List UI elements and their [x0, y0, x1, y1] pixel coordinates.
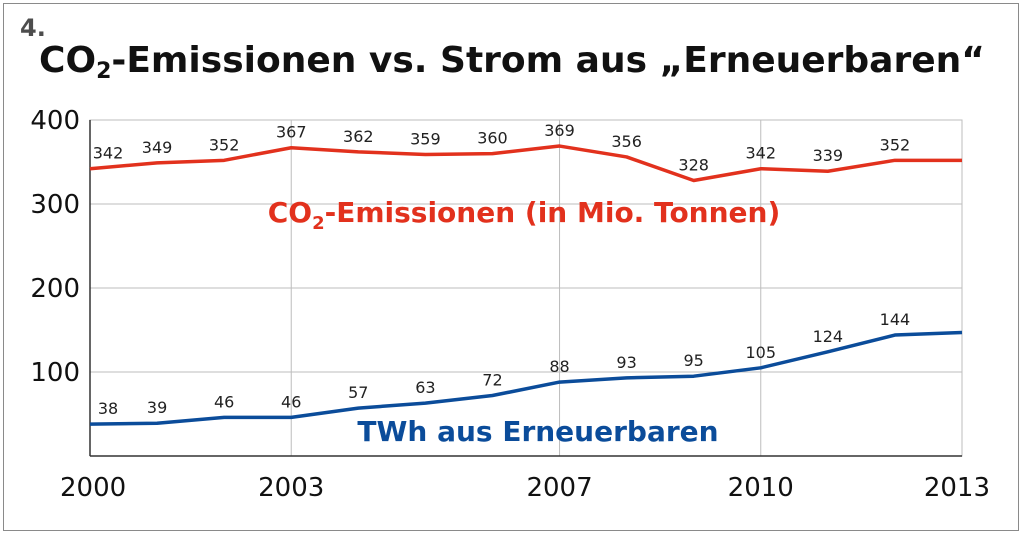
y-tick-label: 300: [30, 190, 80, 220]
y-tick-label: 100: [30, 358, 80, 388]
y-tick-label: 200: [30, 274, 80, 304]
figure-number: 4.: [20, 14, 46, 42]
renewables-data-label: 38: [98, 399, 118, 418]
co2-data-label: 352: [209, 135, 240, 154]
co2-data-label: 328: [678, 155, 709, 174]
co2-data-label: 367: [276, 123, 307, 142]
series-label-subscript: 2: [312, 213, 325, 234]
co2-series-line: [89, 144, 962, 183]
renewables-data-label: 57: [348, 383, 368, 402]
co2-data-label: 342: [745, 144, 776, 163]
co2-series-label: CO2-Emissionen (in Mio. Tonnen): [268, 196, 781, 234]
co2-data-label: 369: [544, 121, 575, 140]
co2-data-label: 360: [477, 129, 508, 148]
series-lines: [89, 144, 963, 426]
series-labels: CO2-Emissionen (in Mio. Tonnen) TWh aus E…: [268, 196, 781, 448]
y-tick-label: 400: [30, 106, 80, 136]
co2-data-label: 339: [813, 146, 844, 165]
title-subscript: 2: [96, 59, 112, 84]
renewables-data-label: 88: [549, 357, 569, 376]
renewables-data-label: 46: [214, 392, 234, 411]
renewables-data-label: 63: [415, 378, 435, 397]
x-tick-label: 2010: [728, 473, 794, 503]
renewables-series-line: [89, 330, 963, 426]
co2-data-label: 352: [880, 135, 911, 154]
x-tick-label: 2003: [258, 473, 324, 503]
title-part-co: CO: [39, 40, 97, 81]
series-label-part: TWh aus Erneuerbaren: [357, 415, 718, 448]
renewables-data-label: 72: [482, 371, 502, 390]
title-part-rest: -Emissionen vs. Strom aus „Erneuerbaren“: [111, 40, 985, 81]
x-tick-label: 2000: [60, 473, 126, 503]
renewables-data-label: 46: [281, 392, 301, 411]
renewables-data-label: 39: [147, 398, 167, 417]
renewables-series-label: TWh aus Erneuerbaren: [357, 415, 718, 448]
co2-data-label: 356: [611, 132, 642, 151]
series-label-part: CO: [268, 196, 312, 229]
renewables-data-label: 105: [745, 343, 776, 362]
axes: 100 200 300 400 2000 2003 2007 2010 2013: [30, 106, 990, 503]
renewables-data-label: 93: [616, 353, 636, 372]
x-tick-label: 2007: [526, 473, 592, 503]
chart-frame: [3, 3, 1019, 531]
series-label-part: -Emissionen (in Mio. Tonnen): [325, 196, 781, 229]
renewables-data-label: 144: [880, 310, 911, 329]
data-labels: 342 349 352 367 362 359 360 369 356 328 342 339 352 3…: [93, 121, 910, 418]
renewables-data-label: 124: [813, 327, 844, 346]
co2-data-label: 342: [93, 144, 124, 163]
co2-data-label: 349: [142, 138, 173, 157]
co2-data-label: 362: [343, 127, 374, 146]
co2-data-label: 359: [410, 129, 441, 148]
renewables-data-label: 95: [684, 351, 704, 370]
chart-title: CO2-Emissionen vs. Strom aus „Erneuerbar…: [0, 40, 1024, 84]
x-tick-label: 2013: [924, 473, 990, 503]
